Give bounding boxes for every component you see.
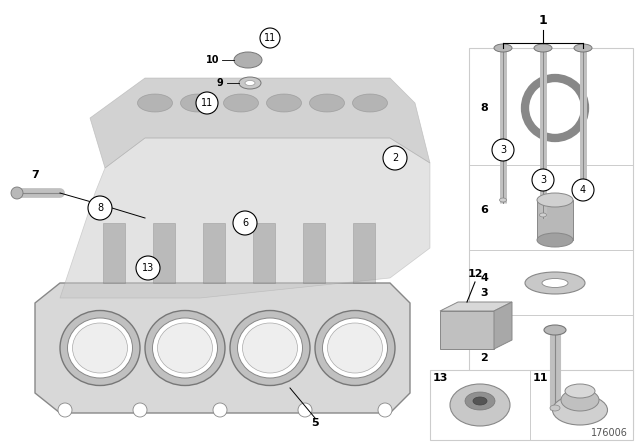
Text: 176006: 176006 [591, 428, 628, 438]
Text: 8: 8 [97, 203, 103, 213]
Circle shape [196, 92, 218, 114]
Ellipse shape [180, 94, 216, 112]
Ellipse shape [239, 77, 261, 89]
Circle shape [525, 78, 585, 138]
Ellipse shape [323, 318, 387, 378]
Circle shape [260, 28, 280, 48]
Circle shape [58, 403, 72, 417]
Text: 11: 11 [264, 33, 276, 43]
Polygon shape [440, 302, 512, 311]
Circle shape [88, 196, 112, 220]
Ellipse shape [157, 323, 212, 373]
Ellipse shape [565, 384, 595, 398]
Ellipse shape [537, 193, 573, 207]
Bar [203, 223, 225, 283]
Bar [430, 370, 633, 440]
Ellipse shape [245, 81, 255, 86]
Ellipse shape [223, 94, 259, 112]
Ellipse shape [561, 389, 599, 411]
Ellipse shape [525, 272, 585, 294]
Ellipse shape [534, 44, 552, 52]
Text: 13: 13 [142, 263, 154, 273]
Polygon shape [440, 311, 494, 349]
Polygon shape [60, 138, 430, 298]
Ellipse shape [353, 94, 387, 112]
Text: 11: 11 [201, 98, 213, 108]
Bar [537, 200, 573, 240]
Ellipse shape [537, 233, 573, 247]
Text: 3: 3 [500, 145, 506, 155]
Circle shape [213, 403, 227, 417]
Text: 3: 3 [480, 288, 488, 298]
Circle shape [233, 211, 257, 235]
Ellipse shape [328, 323, 383, 373]
Circle shape [572, 179, 594, 201]
Ellipse shape [550, 405, 560, 411]
Ellipse shape [310, 94, 344, 112]
Ellipse shape [574, 44, 592, 52]
Ellipse shape [494, 44, 512, 52]
Circle shape [298, 403, 312, 417]
Ellipse shape [138, 94, 173, 112]
Bar [253, 223, 275, 283]
Text: 12: 12 [467, 269, 483, 279]
Ellipse shape [465, 392, 495, 410]
Text: 4: 4 [580, 185, 586, 195]
Ellipse shape [315, 310, 395, 385]
Ellipse shape [60, 310, 140, 385]
Ellipse shape [499, 198, 506, 202]
Text: 6: 6 [242, 218, 248, 228]
Bar [103, 223, 125, 283]
Circle shape [378, 403, 392, 417]
Ellipse shape [450, 384, 510, 426]
Text: 2: 2 [480, 353, 488, 363]
Circle shape [532, 169, 554, 191]
Text: 6: 6 [480, 205, 488, 215]
Ellipse shape [243, 323, 298, 373]
Ellipse shape [552, 395, 607, 425]
Circle shape [11, 187, 23, 199]
Text: 5: 5 [311, 418, 319, 428]
Ellipse shape [152, 318, 218, 378]
Bar [353, 223, 375, 283]
Polygon shape [90, 78, 430, 168]
Bar [303, 223, 325, 283]
Polygon shape [35, 283, 410, 413]
Text: 11: 11 [532, 373, 548, 383]
Text: 2: 2 [392, 153, 398, 163]
Text: 7: 7 [31, 170, 39, 180]
Text: 4: 4 [480, 273, 488, 283]
Ellipse shape [237, 318, 303, 378]
Circle shape [383, 146, 407, 170]
Text: 13: 13 [432, 373, 448, 383]
Bar [469, 48, 633, 430]
Circle shape [136, 256, 160, 280]
Text: 1: 1 [539, 13, 547, 26]
Bar [153, 223, 175, 283]
Text: 9: 9 [216, 78, 223, 88]
Ellipse shape [473, 397, 487, 405]
Ellipse shape [72, 323, 127, 373]
Circle shape [492, 139, 514, 161]
Circle shape [133, 403, 147, 417]
Ellipse shape [266, 94, 301, 112]
Ellipse shape [234, 52, 262, 68]
Text: 8: 8 [480, 103, 488, 113]
Ellipse shape [145, 310, 225, 385]
Polygon shape [494, 302, 512, 349]
Ellipse shape [67, 318, 132, 378]
Ellipse shape [540, 213, 547, 217]
Ellipse shape [544, 325, 566, 335]
Text: 3: 3 [540, 175, 546, 185]
Ellipse shape [579, 183, 586, 187]
Ellipse shape [542, 279, 568, 288]
Ellipse shape [230, 310, 310, 385]
Text: 10: 10 [206, 55, 220, 65]
